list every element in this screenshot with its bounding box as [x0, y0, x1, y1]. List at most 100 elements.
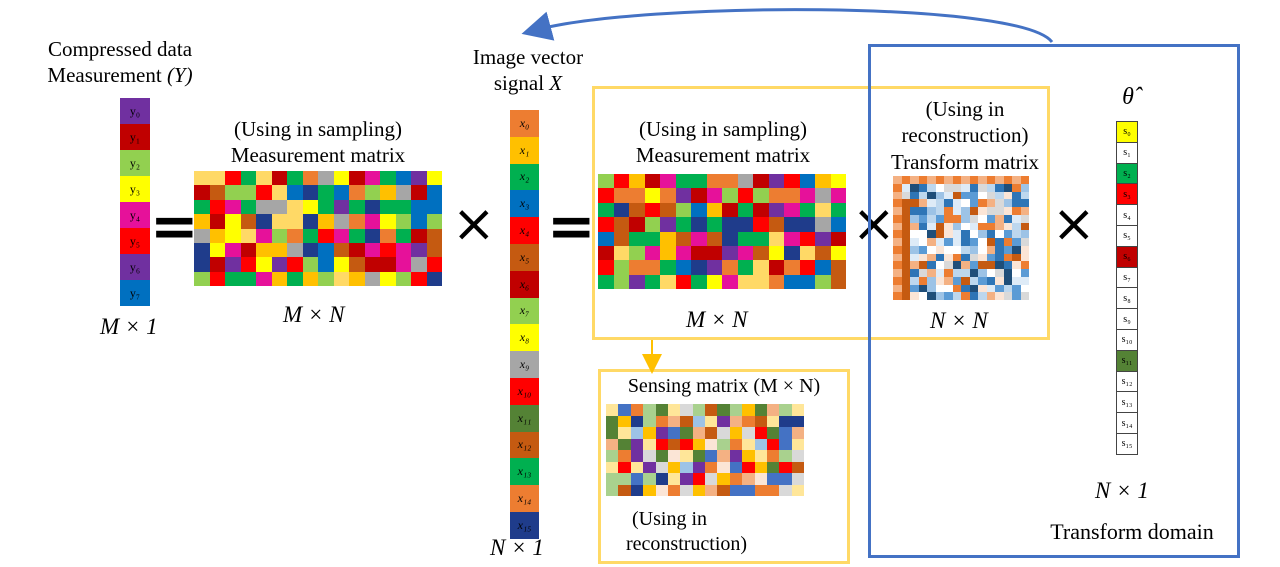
- sensing-matrix-cell: [643, 427, 656, 439]
- measurement-matrix-2-cell: [722, 231, 738, 246]
- x-vector-dimension: N × 1: [490, 535, 544, 560]
- transform-matrix-cell: [961, 207, 970, 215]
- transform-matrix-cell: [901, 269, 910, 277]
- measurement-matrix-2-cell: [691, 231, 707, 246]
- transform-matrix-cell: [944, 292, 953, 300]
- measurement-matrix-1-cell: [287, 228, 303, 243]
- transform-matrix-cell: [935, 191, 944, 200]
- transform-matrix-cell: [910, 214, 919, 223]
- transform-matrix-cell: [901, 261, 910, 269]
- s-cell-12: s₁₂: [1116, 370, 1138, 393]
- measurement-matrix-2-cell: [815, 202, 831, 218]
- measurement-matrix-1-cell: [225, 214, 241, 229]
- sensing-matrix-cell: [606, 484, 619, 496]
- measurement-matrix-1-cell: [411, 185, 427, 200]
- measurement-matrix-2-title: Measurement matrix: [635, 143, 811, 168]
- transform-matrix-cell: [927, 292, 936, 300]
- measurement-matrix-2-cell: [629, 174, 645, 189]
- measurement-matrix-1-cell: [318, 271, 334, 286]
- measurement-matrix-1-cell: [271, 257, 287, 272]
- measurement-matrix-2-cell: [768, 245, 784, 261]
- measurement-matrix-1-cell: [395, 214, 411, 229]
- transform-matrix-cell: [986, 245, 995, 254]
- measurement-matrix-1-title: Measurement matrix: [230, 143, 406, 168]
- transform-matrix-cell: [986, 253, 995, 262]
- measurement-matrix-1-cell: [209, 171, 225, 186]
- sensing-matrix-cell: [655, 461, 668, 473]
- measurement-matrix-2-label: (Using in sampling) Measurement matrix: [598, 116, 848, 169]
- measurement-matrix-1-cell: [287, 199, 303, 215]
- transform-matrix-cell: [910, 199, 919, 207]
- x-cell-8: x₈: [510, 324, 539, 352]
- transform-matrix-cell: [1020, 191, 1029, 200]
- measurement-matrix-2-cell: [629, 231, 645, 246]
- measurement-matrix-2-cell: [799, 260, 815, 275]
- transform-matrix-cell: [910, 276, 919, 285]
- sensing-matrix-cell: [791, 461, 804, 473]
- measurement-matrix-2-cell: [675, 260, 691, 275]
- transform-matrix-cell: [986, 176, 995, 184]
- sensing-matrix-cell: [643, 473, 656, 485]
- transform-matrix-cell: [927, 176, 936, 184]
- measurement-matrix-2-cell: [691, 202, 707, 218]
- transform-matrix-cell: [952, 284, 961, 293]
- transform-matrix-cell: [1012, 276, 1021, 285]
- measurement-matrix-2-cell: [768, 231, 784, 246]
- transform-matrix-cell: [952, 245, 961, 254]
- transform-matrix-cell: [910, 230, 919, 238]
- transform-matrix-cell: [918, 183, 927, 192]
- measurement-matrix-2-cell: [675, 231, 691, 246]
- sensing-matrix-cell: [766, 404, 780, 416]
- y-cell-5: y₅: [120, 228, 150, 254]
- measurement-matrix-2-cell: [799, 231, 815, 246]
- transform-matrix-cell: [969, 207, 978, 215]
- measurement-matrix-2-cell: [598, 188, 614, 203]
- measurement-matrix-2-cell: [753, 202, 769, 218]
- measurement-matrix-1-cell: [364, 185, 380, 200]
- sensing-matrix-cell: [630, 415, 644, 427]
- measurement-matrix-2-cell: [768, 274, 784, 289]
- sensing-matrix-cell: [618, 438, 631, 450]
- transform-matrix-cell: [961, 183, 970, 192]
- sensing-matrix-cell: [655, 473, 668, 485]
- sensing-matrix-cell: [667, 427, 681, 439]
- measurement-matrix-2-cell: [737, 274, 753, 289]
- sensing-matrix-cell: [729, 415, 743, 427]
- measurement-matrix-2-cell: [722, 188, 738, 203]
- measurement-matrix-1-cell: [426, 214, 442, 229]
- measurement-matrix-1-cell: [256, 242, 272, 258]
- transform-matrix-cell: [961, 238, 970, 246]
- transform-matrix-cell: [995, 284, 1004, 293]
- x-vector-title-line2: signal X: [448, 70, 608, 96]
- measurement-matrix-1-cell: [349, 228, 365, 243]
- measurement-matrix-2-cell: [830, 260, 846, 275]
- measurement-matrix-2-cell: [784, 174, 800, 189]
- measurement-matrix-1-cell: [240, 185, 256, 200]
- measurement-matrix-1-cell: [256, 199, 272, 215]
- transform-matrix-cell: [918, 253, 927, 262]
- measurement-matrix-2-cell: [722, 202, 738, 218]
- measurement-matrix-1-cell: [333, 214, 349, 229]
- measurement-matrix-1-cell: [225, 228, 241, 243]
- measurement-matrix-1-cell: [318, 257, 334, 272]
- x-cell-13: x₁₃: [510, 458, 539, 486]
- transform-matrix-label: (Using in reconstruction) Transform matr…: [875, 96, 1055, 175]
- transform-matrix-cell: [1012, 191, 1021, 200]
- measurement-matrix-2-cell: [644, 202, 660, 218]
- transform-matrix-cell: [961, 284, 970, 293]
- transform-matrix-cell: [901, 230, 910, 238]
- y-vector-title-line1: Compressed data: [47, 37, 193, 61]
- transform-matrix-cell: [1020, 199, 1029, 207]
- y-cell-7: y₇: [120, 280, 150, 306]
- transform-matrix-cell: [901, 238, 910, 246]
- transform-matrix-cell: [1003, 269, 1012, 277]
- transform-matrix-cell: [1003, 230, 1012, 238]
- transform-matrix-cell: [1003, 222, 1012, 231]
- transform-matrix-cell: [995, 183, 1004, 192]
- transform-matrix-cell: [927, 199, 936, 207]
- sensing-matrix-cell: [618, 415, 631, 427]
- measurement-matrix-2-cell: [706, 217, 722, 232]
- transform-matrix-cell: [1012, 245, 1021, 254]
- transform-matrix-cell: [952, 183, 961, 192]
- transform-matrix-cell: [1020, 269, 1029, 277]
